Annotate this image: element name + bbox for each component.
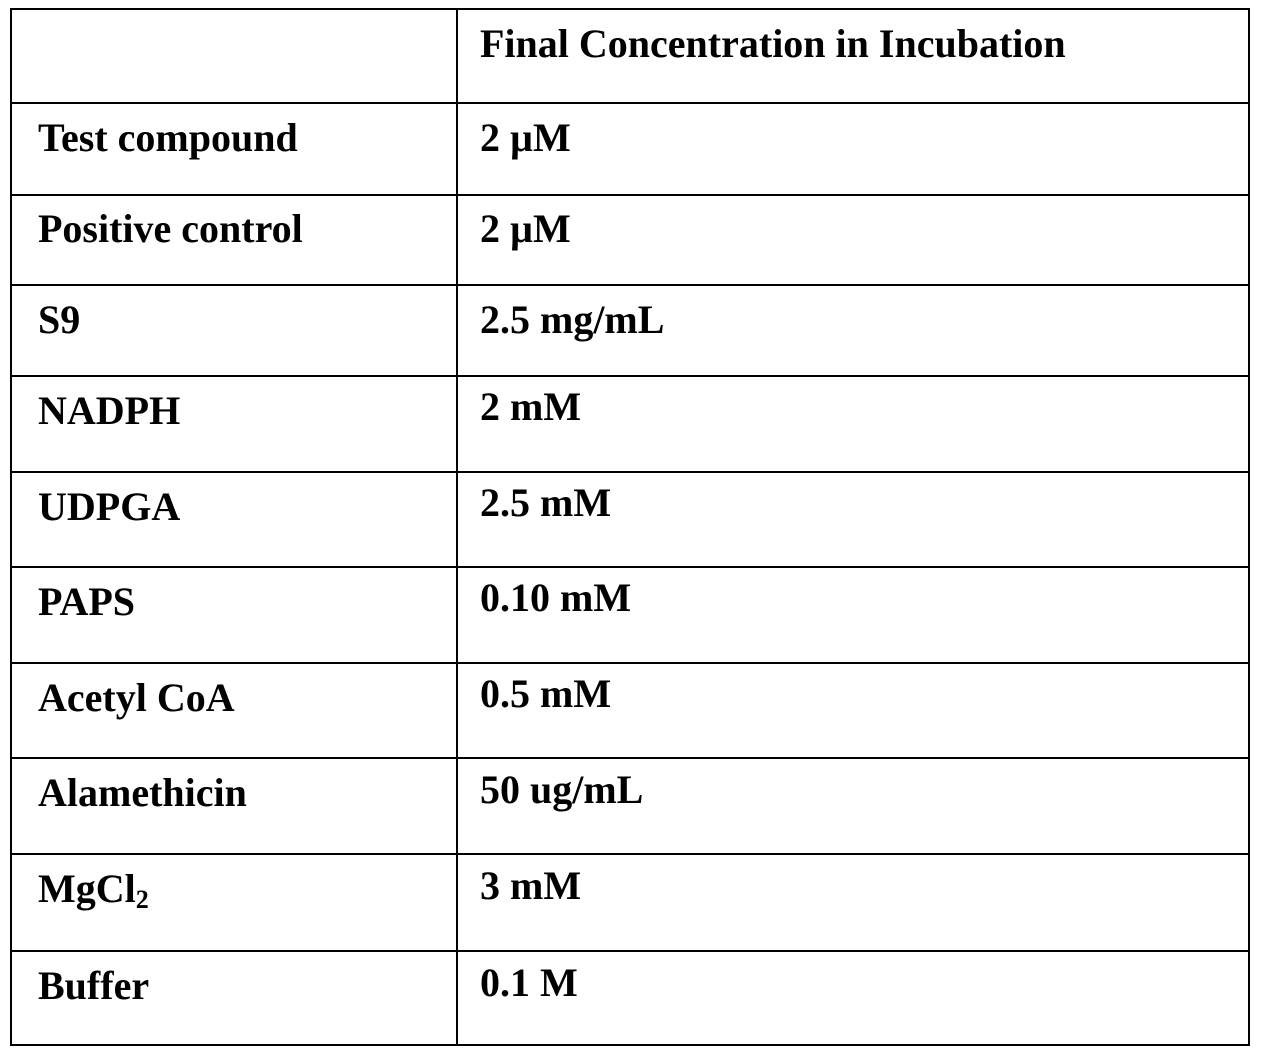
table-row: PAPS 0.10 mM	[12, 566, 1248, 662]
component-cell: NADPH	[38, 391, 180, 431]
concentration-cell: 3 mM	[480, 866, 581, 906]
concentration-cell: 2.5 mg/mL	[480, 300, 664, 340]
component-cell: UDPGA	[38, 487, 180, 527]
concentration-cell: 2 µM	[480, 118, 571, 158]
table-row: MgCl2 3 mM	[12, 853, 1248, 950]
table-row: Alamethicin 50 ug/mL	[12, 757, 1248, 853]
table-row: Positive control 2 µM	[12, 194, 1248, 284]
concentration-cell: 2.5 mM	[480, 483, 611, 523]
concentration-cell: 0.10 mM	[480, 578, 631, 618]
concentration-cell: 2 µM	[480, 209, 571, 249]
concentration-cell: 0.5 mM	[480, 674, 611, 714]
component-cell: Test compound	[38, 118, 298, 158]
table-row: NADPH 2 mM	[12, 375, 1248, 471]
table-header-row: Final Concentration in Incubation	[12, 10, 1248, 102]
concentration-table: Final Concentration in Incubation Test c…	[10, 8, 1250, 1046]
concentration-cell: 0.1 M	[480, 963, 578, 1003]
concentration-cell: 50 ug/mL	[480, 770, 643, 810]
header-final-concentration: Final Concentration in Incubation	[480, 24, 1066, 64]
table-row: S9 2.5 mg/mL	[12, 284, 1248, 375]
table-row: UDPGA 2.5 mM	[12, 471, 1248, 566]
component-base-text: MgCl	[38, 866, 136, 911]
table-row: Test compound 2 µM	[12, 102, 1248, 194]
component-cell: PAPS	[38, 582, 135, 622]
component-cell: Buffer	[38, 966, 149, 1006]
component-cell: Alamethicin	[38, 773, 247, 813]
table-row: Buffer 0.1 M	[12, 950, 1248, 1044]
subscript-text: 2	[136, 885, 149, 914]
component-cell: S9	[38, 300, 80, 340]
component-cell: MgCl2	[38, 869, 149, 909]
concentration-cell: 2 mM	[480, 387, 581, 427]
table-row: Acetyl CoA 0.5 mM	[12, 662, 1248, 757]
component-cell: Positive control	[38, 209, 303, 249]
component-cell: Acetyl CoA	[38, 678, 235, 718]
